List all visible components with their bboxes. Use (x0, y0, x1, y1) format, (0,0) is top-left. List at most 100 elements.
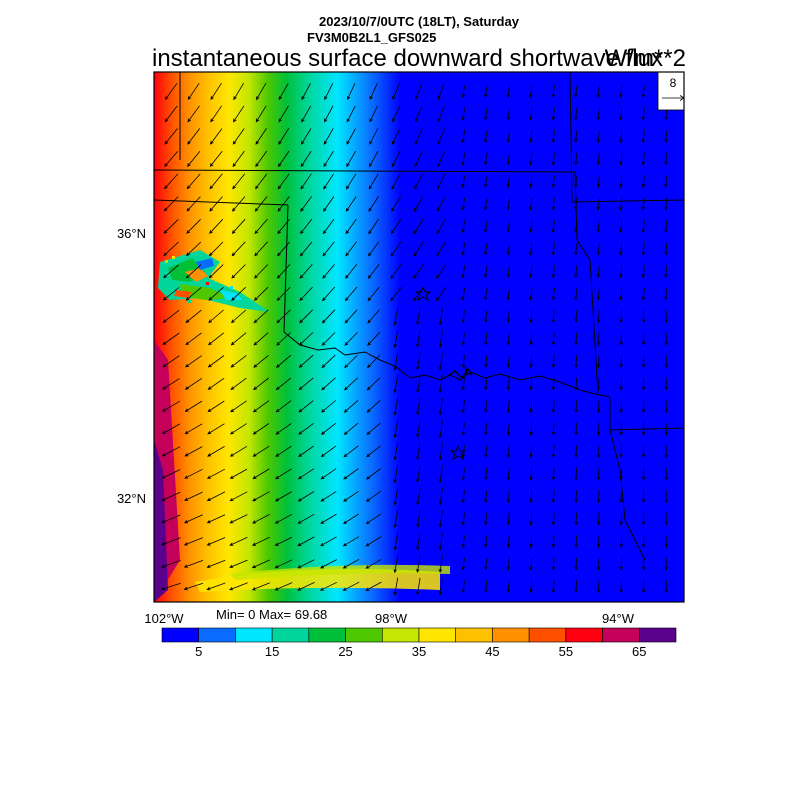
wind-vector (207, 446, 225, 457)
wind-vector (414, 128, 423, 145)
wind-vector (596, 467, 601, 481)
wind-vector (253, 332, 269, 346)
wind-vector (529, 332, 533, 346)
wind-vector (164, 82, 178, 101)
wind-vector (596, 400, 601, 414)
wind-vector (574, 355, 578, 369)
wind-vector (206, 491, 226, 502)
wind-vector (574, 445, 578, 459)
wind-vector (641, 490, 646, 504)
wind-vector (345, 218, 357, 235)
wind-vector (529, 152, 533, 166)
wind-vector (416, 510, 421, 529)
wind-vector (484, 535, 488, 549)
wind-vector (367, 264, 380, 279)
wind-vector (163, 196, 179, 212)
wind-vector (183, 582, 204, 591)
wind-vector (206, 559, 226, 568)
wind-vector (438, 307, 443, 326)
wind-vector (461, 197, 466, 211)
wind-vector (368, 196, 379, 212)
wind-vector (367, 286, 380, 302)
wind-vector (231, 264, 246, 279)
wind-vector (366, 400, 381, 413)
wind-vector (320, 491, 337, 502)
wind-vector (298, 377, 314, 391)
wind-vector (275, 445, 292, 457)
wind-vector (461, 287, 466, 301)
wind-vector (529, 490, 533, 504)
wind-vector (484, 490, 488, 504)
wind-vector (484, 445, 488, 459)
wind-vector (461, 130, 466, 144)
wind-vector (232, 173, 246, 190)
wind-vector (301, 128, 312, 145)
wind-vector (207, 355, 225, 368)
wind-vector (232, 196, 246, 212)
wind-vector (365, 513, 382, 525)
wind-vector (343, 400, 359, 413)
wind-vector (274, 559, 293, 569)
wind-vector (185, 309, 202, 323)
wind-vector (436, 196, 446, 212)
wind-vector (641, 85, 646, 99)
wind-vector (619, 580, 623, 594)
colorbar-swatch (602, 627, 640, 643)
wind-vector (393, 307, 399, 326)
wind-vector (368, 218, 380, 235)
colorbar-tick-label: 55 (559, 644, 573, 659)
wind-vector (529, 175, 533, 189)
wind-vector (551, 265, 556, 279)
wind-vector (393, 442, 399, 461)
wind-vector (484, 107, 488, 121)
wind-vector (366, 354, 381, 369)
wind-vector (438, 577, 443, 596)
wind-vector (574, 467, 578, 481)
wind-vector (664, 512, 669, 526)
wind-vector (506, 287, 511, 301)
lon-label-102w: 102°W (144, 611, 184, 626)
wind-vector (619, 85, 623, 99)
wind-vector (390, 241, 402, 257)
wind-vector (343, 513, 359, 525)
wind-vector (664, 557, 669, 571)
wind-vector (641, 220, 646, 234)
wind-vector (298, 400, 314, 413)
wind-vector (596, 490, 601, 504)
wind-vector (551, 130, 556, 144)
wind-vector (161, 446, 181, 457)
wind-vector (299, 241, 313, 257)
wind-vector (641, 377, 646, 391)
wind-vector (254, 218, 268, 235)
wind-vector (551, 287, 556, 301)
wind-vector (206, 582, 226, 591)
wind-vector (393, 420, 399, 439)
wind-vector (596, 152, 601, 166)
wind-vector (551, 175, 556, 189)
wind-vector (392, 83, 400, 101)
wind-vector (252, 514, 270, 524)
oklahoma-panhandle-north (154, 199, 289, 206)
wind-vector (461, 467, 466, 481)
wind-vector (551, 107, 556, 121)
wind-vector (184, 446, 203, 457)
wind-vector (368, 241, 380, 257)
wind-vector (161, 514, 181, 524)
forecast-datetime: 2023/10/7/0UTC (18LT), Saturday (319, 14, 520, 29)
wind-vector (206, 537, 226, 546)
wind-vector (161, 491, 181, 501)
wind-vector (664, 242, 668, 256)
wind-vector (185, 287, 202, 301)
wind-vector (619, 512, 623, 526)
wind-vector (529, 535, 533, 549)
wind-vector (641, 467, 646, 481)
wind-vector (484, 355, 488, 369)
wind-vector (230, 423, 247, 435)
wind-vector (163, 241, 179, 257)
wind-vector (664, 152, 668, 166)
wind-vector (229, 536, 248, 546)
wind-vector (506, 355, 511, 369)
wind-vector (297, 582, 315, 591)
wind-vector (551, 332, 556, 346)
wind-vector (619, 130, 623, 144)
